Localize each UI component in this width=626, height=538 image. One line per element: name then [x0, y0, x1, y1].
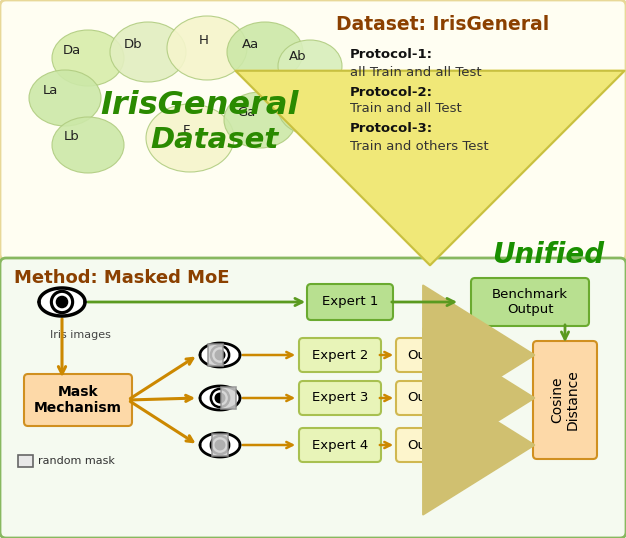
- Text: Expert 2: Expert 2: [312, 349, 368, 362]
- Text: Db: Db: [124, 38, 142, 51]
- Text: Iris images: Iris images: [49, 330, 110, 340]
- Ellipse shape: [278, 81, 346, 135]
- FancyBboxPatch shape: [396, 428, 464, 462]
- FancyBboxPatch shape: [0, 0, 626, 260]
- Text: all Train and all Test: all Train and all Test: [350, 66, 481, 79]
- Text: Train and others Test: Train and others Test: [350, 139, 489, 152]
- Text: Mask
Mechanism: Mask Mechanism: [34, 385, 122, 415]
- FancyBboxPatch shape: [307, 284, 393, 320]
- Text: Protocol-3:: Protocol-3:: [350, 123, 433, 136]
- Ellipse shape: [167, 16, 247, 80]
- FancyBboxPatch shape: [396, 338, 464, 372]
- FancyBboxPatch shape: [299, 338, 381, 372]
- FancyBboxPatch shape: [24, 374, 132, 426]
- Text: Output: Output: [407, 392, 453, 405]
- Ellipse shape: [110, 22, 186, 82]
- Circle shape: [211, 389, 229, 407]
- Circle shape: [51, 292, 73, 313]
- Text: Protocol-2:: Protocol-2:: [350, 86, 433, 98]
- Text: Dataset: IrisGeneral: Dataset: IrisGeneral: [336, 15, 549, 33]
- Circle shape: [215, 440, 225, 450]
- Circle shape: [211, 346, 229, 364]
- Text: Protocol-1:: Protocol-1:: [350, 48, 433, 61]
- Text: F: F: [183, 124, 191, 137]
- Ellipse shape: [52, 117, 124, 173]
- Text: H: H: [199, 33, 209, 46]
- FancyBboxPatch shape: [0, 258, 626, 538]
- Polygon shape: [200, 386, 240, 410]
- Text: random mask: random mask: [38, 456, 115, 466]
- Ellipse shape: [224, 92, 296, 148]
- Ellipse shape: [29, 70, 101, 126]
- Text: Lb: Lb: [64, 131, 80, 144]
- Polygon shape: [200, 433, 240, 457]
- Circle shape: [215, 350, 225, 360]
- Ellipse shape: [52, 30, 124, 86]
- FancyBboxPatch shape: [208, 344, 223, 366]
- Text: Unified: Unified: [492, 241, 604, 269]
- Ellipse shape: [227, 22, 303, 82]
- FancyBboxPatch shape: [212, 434, 228, 456]
- Text: Train and all Test: Train and all Test: [350, 103, 462, 116]
- Text: Output: Output: [407, 349, 453, 362]
- FancyBboxPatch shape: [18, 455, 33, 467]
- Text: Cosine
Distance: Cosine Distance: [550, 370, 580, 430]
- Text: Dataset: Dataset: [151, 126, 279, 154]
- Text: Aa: Aa: [242, 38, 260, 51]
- Circle shape: [56, 296, 68, 308]
- Text: Expert 4: Expert 4: [312, 438, 368, 451]
- Circle shape: [211, 436, 229, 454]
- Text: Expert 3: Expert 3: [312, 392, 368, 405]
- FancyBboxPatch shape: [299, 381, 381, 415]
- Polygon shape: [39, 288, 85, 316]
- Polygon shape: [200, 343, 240, 367]
- Text: Method: Masked MoE: Method: Masked MoE: [14, 269, 230, 287]
- Circle shape: [215, 393, 225, 403]
- Ellipse shape: [278, 40, 342, 92]
- Text: Benchmark
Output: Benchmark Output: [492, 288, 568, 316]
- Ellipse shape: [146, 104, 234, 172]
- Text: Output: Output: [407, 438, 453, 451]
- FancyBboxPatch shape: [471, 278, 589, 326]
- FancyBboxPatch shape: [299, 428, 381, 462]
- Text: Da: Da: [63, 44, 81, 56]
- FancyBboxPatch shape: [533, 341, 597, 459]
- FancyBboxPatch shape: [221, 387, 236, 409]
- FancyBboxPatch shape: [396, 381, 464, 415]
- Text: Ga: Ga: [237, 105, 255, 118]
- Text: La: La: [43, 83, 58, 96]
- Text: IrisGeneral: IrisGeneral: [101, 89, 299, 121]
- Text: Expert 1: Expert 1: [322, 295, 378, 308]
- Text: Ab: Ab: [289, 51, 307, 63]
- Text: Gb: Gb: [290, 94, 309, 107]
